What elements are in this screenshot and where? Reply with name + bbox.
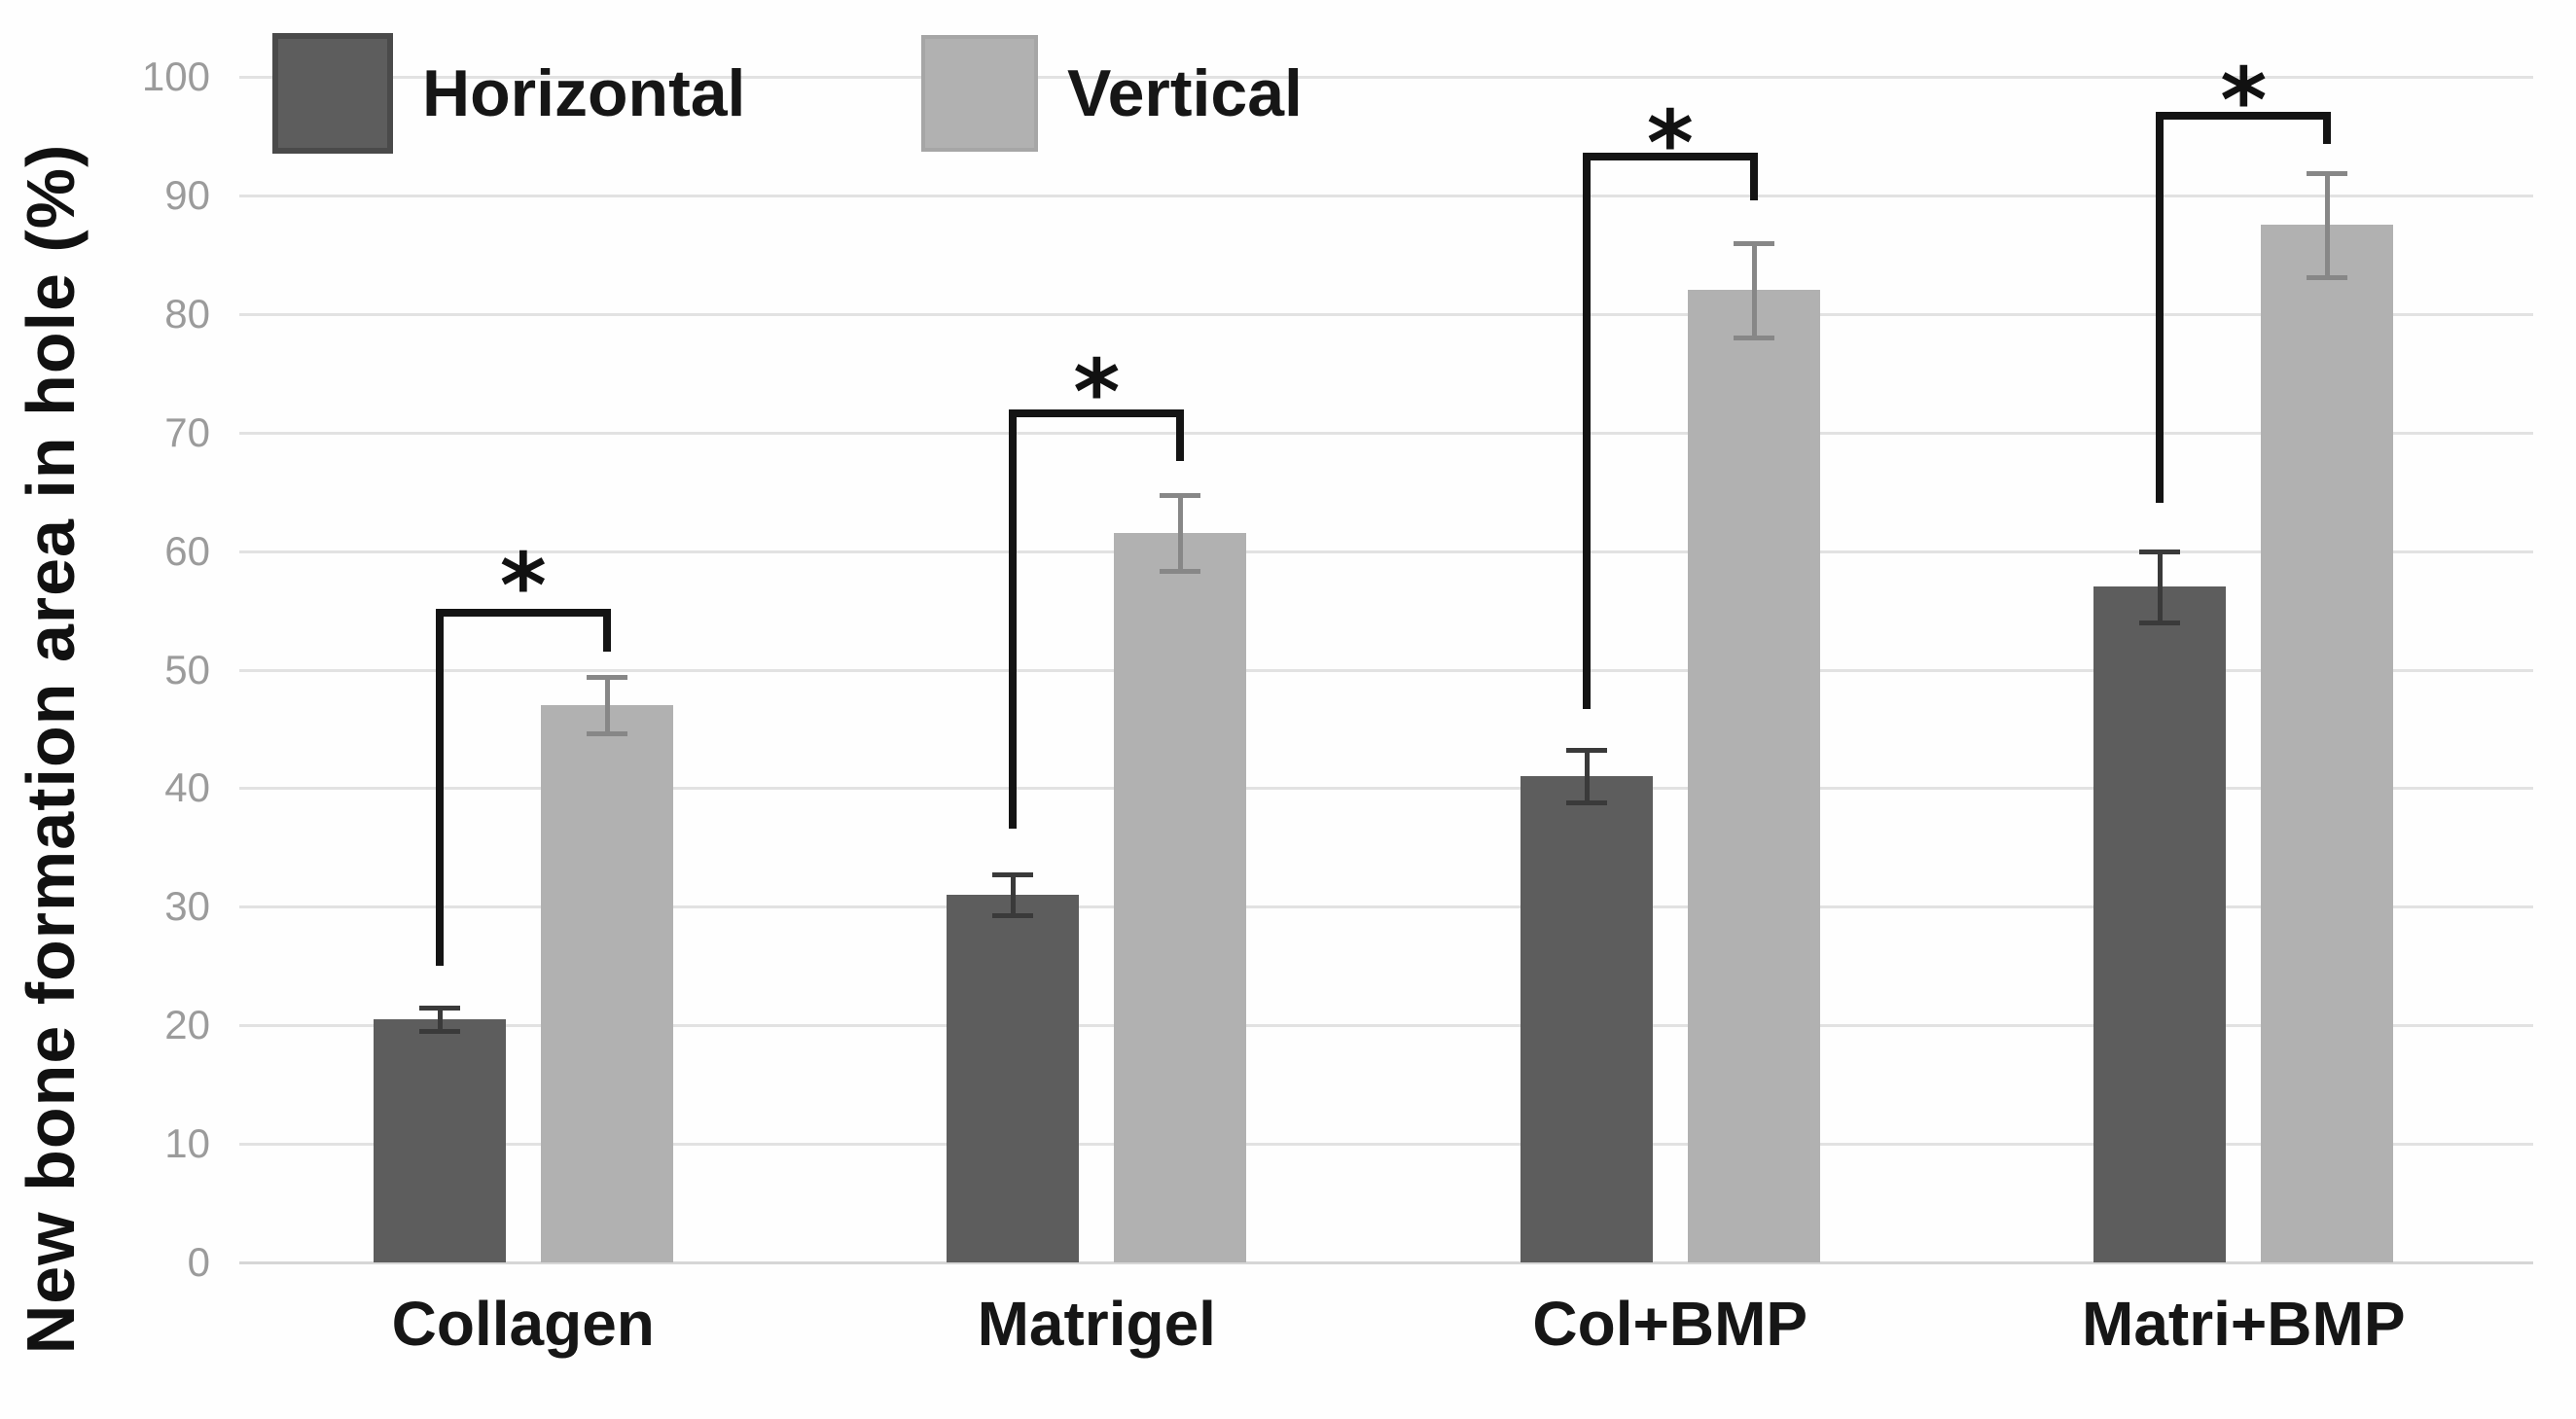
error-bar-stem bbox=[1584, 750, 1590, 803]
error-bar-cap-top bbox=[1160, 493, 1201, 499]
bar-horizontal-collagen bbox=[373, 1019, 506, 1262]
gridline bbox=[239, 550, 2533, 553]
x-category-label-collagen: Collagen bbox=[391, 1289, 655, 1359]
error-bar-cap-bottom bbox=[992, 912, 1034, 918]
gridline bbox=[239, 668, 2533, 672]
error-bar-cap-top bbox=[992, 872, 1034, 878]
error-bar-cap-top bbox=[1565, 748, 1607, 754]
legend-label-horizontal: Horizontal bbox=[422, 56, 746, 130]
error-bar-cap-top bbox=[2307, 170, 2348, 176]
significance-bracket-bar bbox=[2156, 112, 2332, 121]
gridline bbox=[239, 1024, 2533, 1028]
error-bar-cap-top bbox=[418, 1005, 460, 1011]
significance-asterisk: * bbox=[2220, 49, 2268, 154]
bar-horizontal-col+bmp bbox=[1520, 776, 1653, 1262]
error-bar-cap-bottom bbox=[1565, 800, 1607, 806]
error-bar-stem bbox=[604, 676, 610, 734]
legend-item-vertical: Vertical bbox=[921, 35, 1303, 152]
error-bar-stem bbox=[437, 1007, 443, 1032]
gridline bbox=[239, 431, 2533, 435]
y-tick-label: 70 bbox=[164, 408, 210, 455]
error-bar-cap-bottom bbox=[2307, 275, 2348, 280]
significance-bracket-left-leg bbox=[2156, 112, 2165, 503]
significance-bracket-right-leg bbox=[1176, 409, 1185, 461]
y-tick-label: 20 bbox=[164, 1002, 210, 1048]
gridline bbox=[239, 312, 2533, 316]
error-bar-stem bbox=[2325, 172, 2331, 277]
y-tick-label: 90 bbox=[164, 171, 210, 218]
bar-vertical-matri+bmp bbox=[2261, 225, 2394, 1262]
gridline bbox=[239, 1143, 2533, 1147]
legend-label-vertical: Vertical bbox=[1067, 56, 1303, 130]
significance-bracket-right-leg bbox=[602, 608, 611, 653]
bar-horizontal-matrigel bbox=[947, 895, 1080, 1262]
y-tick-label: 10 bbox=[164, 1120, 210, 1167]
error-bar-cap-bottom bbox=[1733, 336, 1774, 341]
error-bar-stem bbox=[2158, 550, 2164, 622]
significance-bracket-bar bbox=[1582, 152, 1758, 160]
significance-bracket-left-leg bbox=[1582, 152, 1591, 709]
bar-vertical-collagen bbox=[540, 705, 673, 1262]
y-tick-label: 60 bbox=[164, 527, 210, 574]
error-bar-stem bbox=[1011, 874, 1017, 915]
error-bar-cap-top bbox=[586, 674, 627, 680]
x-category-label-matri+bmp: Matri+BMP bbox=[2082, 1289, 2406, 1359]
significance-asterisk: * bbox=[1646, 91, 1694, 196]
legend-item-horizontal: Horizontal bbox=[272, 33, 745, 154]
x-axis-line bbox=[239, 1261, 2533, 1264]
significance-bracket-right-leg bbox=[1749, 152, 1758, 200]
error-bar-cap-bottom bbox=[2139, 620, 2181, 625]
significance-asterisk: * bbox=[1073, 340, 1121, 445]
gridline bbox=[239, 787, 2533, 791]
y-tick-label: 0 bbox=[187, 1239, 210, 1285]
x-category-label-matrigel: Matrigel bbox=[977, 1289, 1216, 1359]
legend-swatch-horizontal bbox=[272, 33, 393, 154]
gridline bbox=[239, 76, 2533, 79]
significance-bracket-left-leg bbox=[1009, 409, 1018, 829]
error-bar-stem bbox=[1178, 495, 1184, 572]
y-tick-label: 100 bbox=[141, 53, 210, 99]
error-bar-stem bbox=[1751, 242, 1757, 338]
bar-vertical-matrigel bbox=[1114, 533, 1247, 1262]
bar-vertical-col+bmp bbox=[1687, 290, 1820, 1262]
significance-bracket-bar bbox=[1009, 409, 1185, 418]
y-tick-label: 50 bbox=[164, 646, 210, 692]
significance-asterisk: * bbox=[499, 533, 547, 638]
y-tick-label: 40 bbox=[164, 764, 210, 811]
bar-horizontal-matri+bmp bbox=[2093, 586, 2227, 1262]
legend-swatch-vertical bbox=[921, 35, 1038, 152]
error-bar-cap-bottom bbox=[586, 731, 627, 737]
error-bar-cap-top bbox=[1733, 240, 1774, 246]
error-bar-cap-bottom bbox=[418, 1029, 460, 1035]
y-axis-title: New bone formation area in hole (%) bbox=[13, 143, 89, 1355]
significance-bracket-right-leg bbox=[2323, 112, 2332, 145]
gridline bbox=[239, 194, 2533, 197]
significance-bracket-bar bbox=[435, 608, 611, 617]
y-tick-label: 30 bbox=[164, 883, 210, 930]
y-tick-label: 80 bbox=[164, 290, 210, 337]
x-category-label-col+bmp: Col+BMP bbox=[1532, 1289, 1808, 1359]
error-bar-cap-bottom bbox=[1160, 569, 1201, 575]
significance-bracket-left-leg bbox=[435, 608, 444, 967]
error-bar-cap-top bbox=[2139, 549, 2181, 554]
gridline bbox=[239, 905, 2533, 909]
